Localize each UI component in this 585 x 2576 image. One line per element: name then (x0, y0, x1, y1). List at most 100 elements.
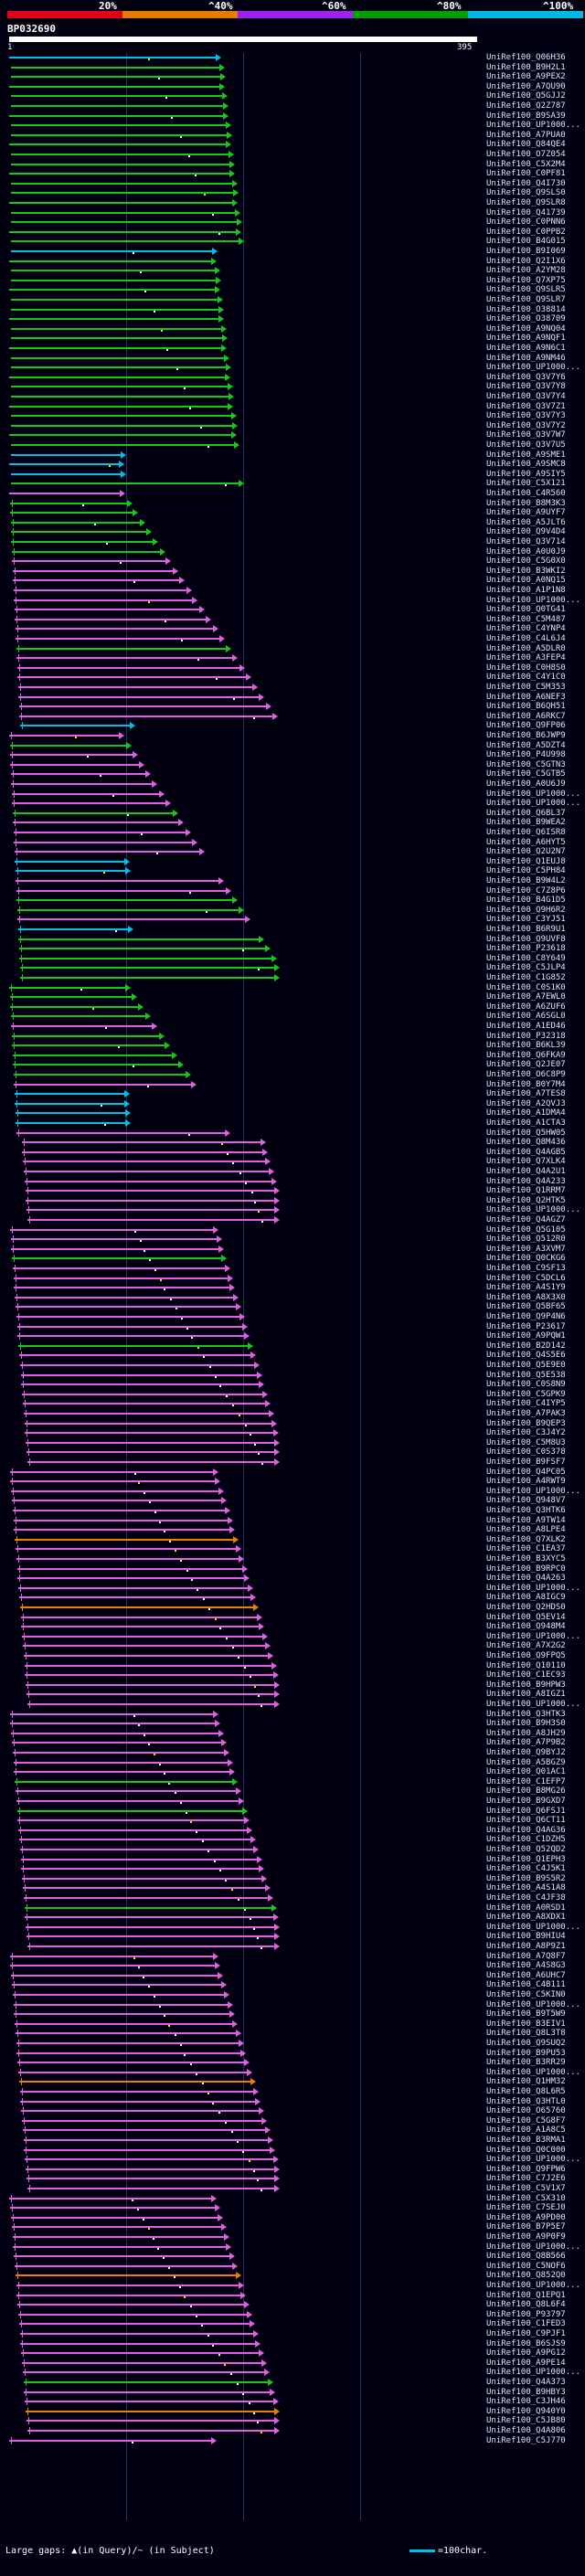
hit-name[interactable]: UniRef100_C5JB80 (486, 2416, 566, 2426)
hit-row[interactable]: UniRef100_Q52QD2 (0, 1845, 585, 1854)
hit-name[interactable]: UniRef100_B9RPC0 (486, 1564, 566, 1574)
hit-row[interactable]: UniRef100_Q3V7Z1 (0, 402, 585, 411)
hit-row[interactable]: UniRef100_Q41739 (0, 208, 585, 217)
hit-name[interactable]: UniRef100_Q9BYJ2 (486, 1748, 566, 1757)
hit-name[interactable]: UniRef100_Q41739 (486, 207, 566, 217)
hit-name[interactable]: UniRef100_UP1000... (486, 363, 580, 373)
hit-name[interactable]: UniRef100_C1FED3 (486, 2319, 566, 2329)
hit-row[interactable]: UniRef100_A9PE14 (0, 2359, 585, 2368)
hit-name[interactable]: UniRef100_B8MG26 (486, 1786, 566, 1797)
hit-name[interactable]: UniRef100_B9T5W9 (486, 2009, 566, 2019)
hit-name[interactable]: UniRef100_P32318 (486, 1031, 566, 1041)
hit-name[interactable]: UniRef100_B6SJS9 (486, 2338, 566, 2348)
hit-name[interactable]: UniRef100_C5J770 (486, 2435, 566, 2445)
hit-row[interactable]: UniRef100_C1EC93 (0, 1670, 585, 1680)
hit-name[interactable]: UniRef100_C5DCL6 (486, 1273, 566, 1283)
hit-row[interactable]: UniRef100_UP1000... (0, 1487, 585, 1496)
hit-name[interactable]: UniRef100_A1ED46 (486, 1022, 566, 1031)
hit-name[interactable]: UniRef100_C5M8U3 (486, 1437, 566, 1447)
hit-row[interactable]: UniRef100_Q1EPQ1 (0, 2291, 585, 2300)
hit-row[interactable]: UniRef100_A7X2G2 (0, 1641, 585, 1650)
hit-name[interactable]: UniRef100_A0NQ15 (486, 576, 566, 586)
hit-name[interactable]: UniRef100_C5G0X0 (486, 557, 566, 567)
hit-name[interactable]: UniRef100_A2YM28 (486, 266, 566, 276)
hit-row[interactable]: UniRef100_C5X121 (0, 479, 585, 488)
hit-row[interactable]: UniRef100_Q3V7W7 (0, 430, 585, 440)
hit-name[interactable]: UniRef100_Q948V7 (486, 1496, 566, 1506)
hit-name[interactable]: UniRef100_Q6CT11 (486, 1816, 566, 1826)
hit-name[interactable]: UniRef100_C0PNN6 (486, 217, 566, 228)
hit-row[interactable]: UniRef100_B9FSF7 (0, 1458, 585, 1467)
hit-name[interactable]: UniRef100_B0Y7M4 (486, 1079, 566, 1089)
hit-name[interactable]: UniRef100_A9PQW1 (486, 1331, 566, 1341)
hit-name[interactable]: UniRef100_A9NM46 (486, 353, 566, 363)
hit-name[interactable]: UniRef100_Q3V7Y6 (486, 372, 566, 382)
hit-name[interactable]: UniRef100_P4U998 (486, 750, 566, 760)
hit-name[interactable]: UniRef100_A7PAK3 (486, 1409, 566, 1418)
hit-row[interactable]: UniRef100_Q01AC1 (0, 1767, 585, 1776)
hit-name[interactable]: UniRef100_Q4A373 (486, 2378, 566, 2387)
hit-name[interactable]: UniRef100_C5X2M4 (486, 159, 566, 169)
hit-row[interactable]: UniRef100_A9NQ04 (0, 324, 585, 334)
hit-row[interactable]: UniRef100_Q4AGB5 (0, 1148, 585, 1157)
hit-name[interactable]: UniRef100_Q9FPQ5 (486, 1651, 566, 1660)
hit-row[interactable]: UniRef100_C0PF81 (0, 169, 585, 178)
hit-row[interactable]: UniRef100_Q84QE4 (0, 140, 585, 149)
hit-name[interactable]: UniRef100_A4S1Y9 (486, 1283, 566, 1293)
hit-row[interactable]: UniRef100_C0S8N9 (0, 1380, 585, 1389)
hit-name[interactable]: UniRef100_A4RWT9 (486, 1477, 566, 1487)
hit-row[interactable]: UniRef100_C0S1K0 (0, 983, 585, 992)
hit-row[interactable]: UniRef100_Q9SUQ2 (0, 2039, 585, 2048)
hit-name[interactable]: UniRef100_A7P9B2 (486, 1738, 566, 1748)
hit-name[interactable]: UniRef100_Q512R0 (486, 1235, 566, 1245)
hit-name[interactable]: UniRef100_Q1EUJ8 (486, 856, 566, 866)
hit-row[interactable]: UniRef100_B9HPW3 (0, 1680, 585, 1690)
hit-name[interactable]: UniRef100_P93797 (486, 2309, 566, 2319)
hit-name[interactable]: UniRef100_B9FSF7 (486, 1458, 566, 1467)
hit-name[interactable]: UniRef100_C1EC93 (486, 1670, 566, 1680)
hit-row[interactable]: UniRef100_Q9BYJ2 (0, 1748, 585, 1757)
hit-row[interactable]: UniRef100_A0U6J9 (0, 779, 585, 789)
hit-row[interactable]: UniRef100_Q5BF65 (0, 1302, 585, 1311)
hit-row[interactable]: UniRef100_A8JH29 (0, 1729, 585, 1738)
hit-name[interactable]: UniRef100_Q4PC05 (486, 1467, 566, 1477)
hit-name[interactable]: UniRef100_Q5E538 (486, 1370, 566, 1380)
hit-row[interactable]: UniRef100_UP1000... (0, 596, 585, 605)
hit-row[interactable]: UniRef100_C5GTB5 (0, 769, 585, 779)
hit-row[interactable]: UniRef100_UP1000... (0, 2000, 585, 2009)
hit-name[interactable]: UniRef100_A5DLR0 (486, 643, 566, 653)
hit-row[interactable]: UniRef100_C0PPB2 (0, 228, 585, 237)
hit-row[interactable]: UniRef100_B9H2L1 (0, 63, 585, 72)
hit-name[interactable]: UniRef100_Q3V714 (486, 537, 566, 546)
hit-name[interactable]: UniRef100_Q9P4N6 (486, 1312, 566, 1321)
hit-row[interactable]: UniRef100_Q852Q0 (0, 2271, 585, 2280)
hit-name[interactable]: UniRef100_B3RMA1 (486, 2136, 566, 2145)
hit-name[interactable]: UniRef100_A9SME1 (486, 450, 566, 460)
hit-name[interactable]: UniRef100_Q1EPQ1 (486, 2290, 566, 2300)
hit-row[interactable]: UniRef100_A9PG12 (0, 2348, 585, 2358)
hit-row[interactable]: UniRef100_C1EFP7 (0, 1777, 585, 1786)
hit-name[interactable]: UniRef100_A6UHC7 (486, 1970, 566, 1980)
hit-row[interactable]: UniRef100_Q512R0 (0, 1235, 585, 1244)
hit-name[interactable]: UniRef100_A7QU90 (486, 81, 566, 91)
hit-name[interactable]: UniRef100_B6JWP9 (486, 731, 566, 740)
hit-row[interactable]: UniRef100_Q8L3T8 (0, 2029, 585, 2038)
hit-row[interactable]: UniRef100_C1EA37 (0, 1544, 585, 1553)
hit-row[interactable]: UniRef100_A4S1Y9 (0, 1283, 585, 1292)
hit-name[interactable]: UniRef100_O38709 (486, 314, 566, 324)
hit-name[interactable]: UniRef100_Q4I730 (486, 178, 566, 188)
hit-row[interactable]: UniRef100_Q3V7U5 (0, 440, 585, 450)
hit-row[interactable]: UniRef100_C4L6J4 (0, 634, 585, 643)
hit-row[interactable]: UniRef100_A8X3X0 (0, 1293, 585, 1302)
hit-name[interactable]: UniRef100_A1A8C5 (486, 2125, 566, 2136)
hit-row[interactable]: UniRef100_A0U0J9 (0, 547, 585, 557)
hit-name[interactable]: UniRef100_Q5BF65 (486, 1302, 566, 1312)
hit-name[interactable]: UniRef100_Q4A263 (486, 1574, 566, 1584)
hit-name[interactable]: UniRef100_Q948M4 (486, 1622, 566, 1632)
hit-row[interactable]: UniRef100_A6ZUF6 (0, 1002, 585, 1012)
hit-row[interactable]: UniRef100_A9UYF7 (0, 508, 585, 517)
hit-name[interactable]: UniRef100_C1G852 (486, 973, 566, 982)
hit-name[interactable]: UniRef100_B9GXD7 (486, 1797, 566, 1806)
hit-row[interactable]: UniRef100_O65760 (0, 2106, 585, 2115)
hit-name[interactable]: UniRef100_B4G015 (486, 237, 566, 247)
